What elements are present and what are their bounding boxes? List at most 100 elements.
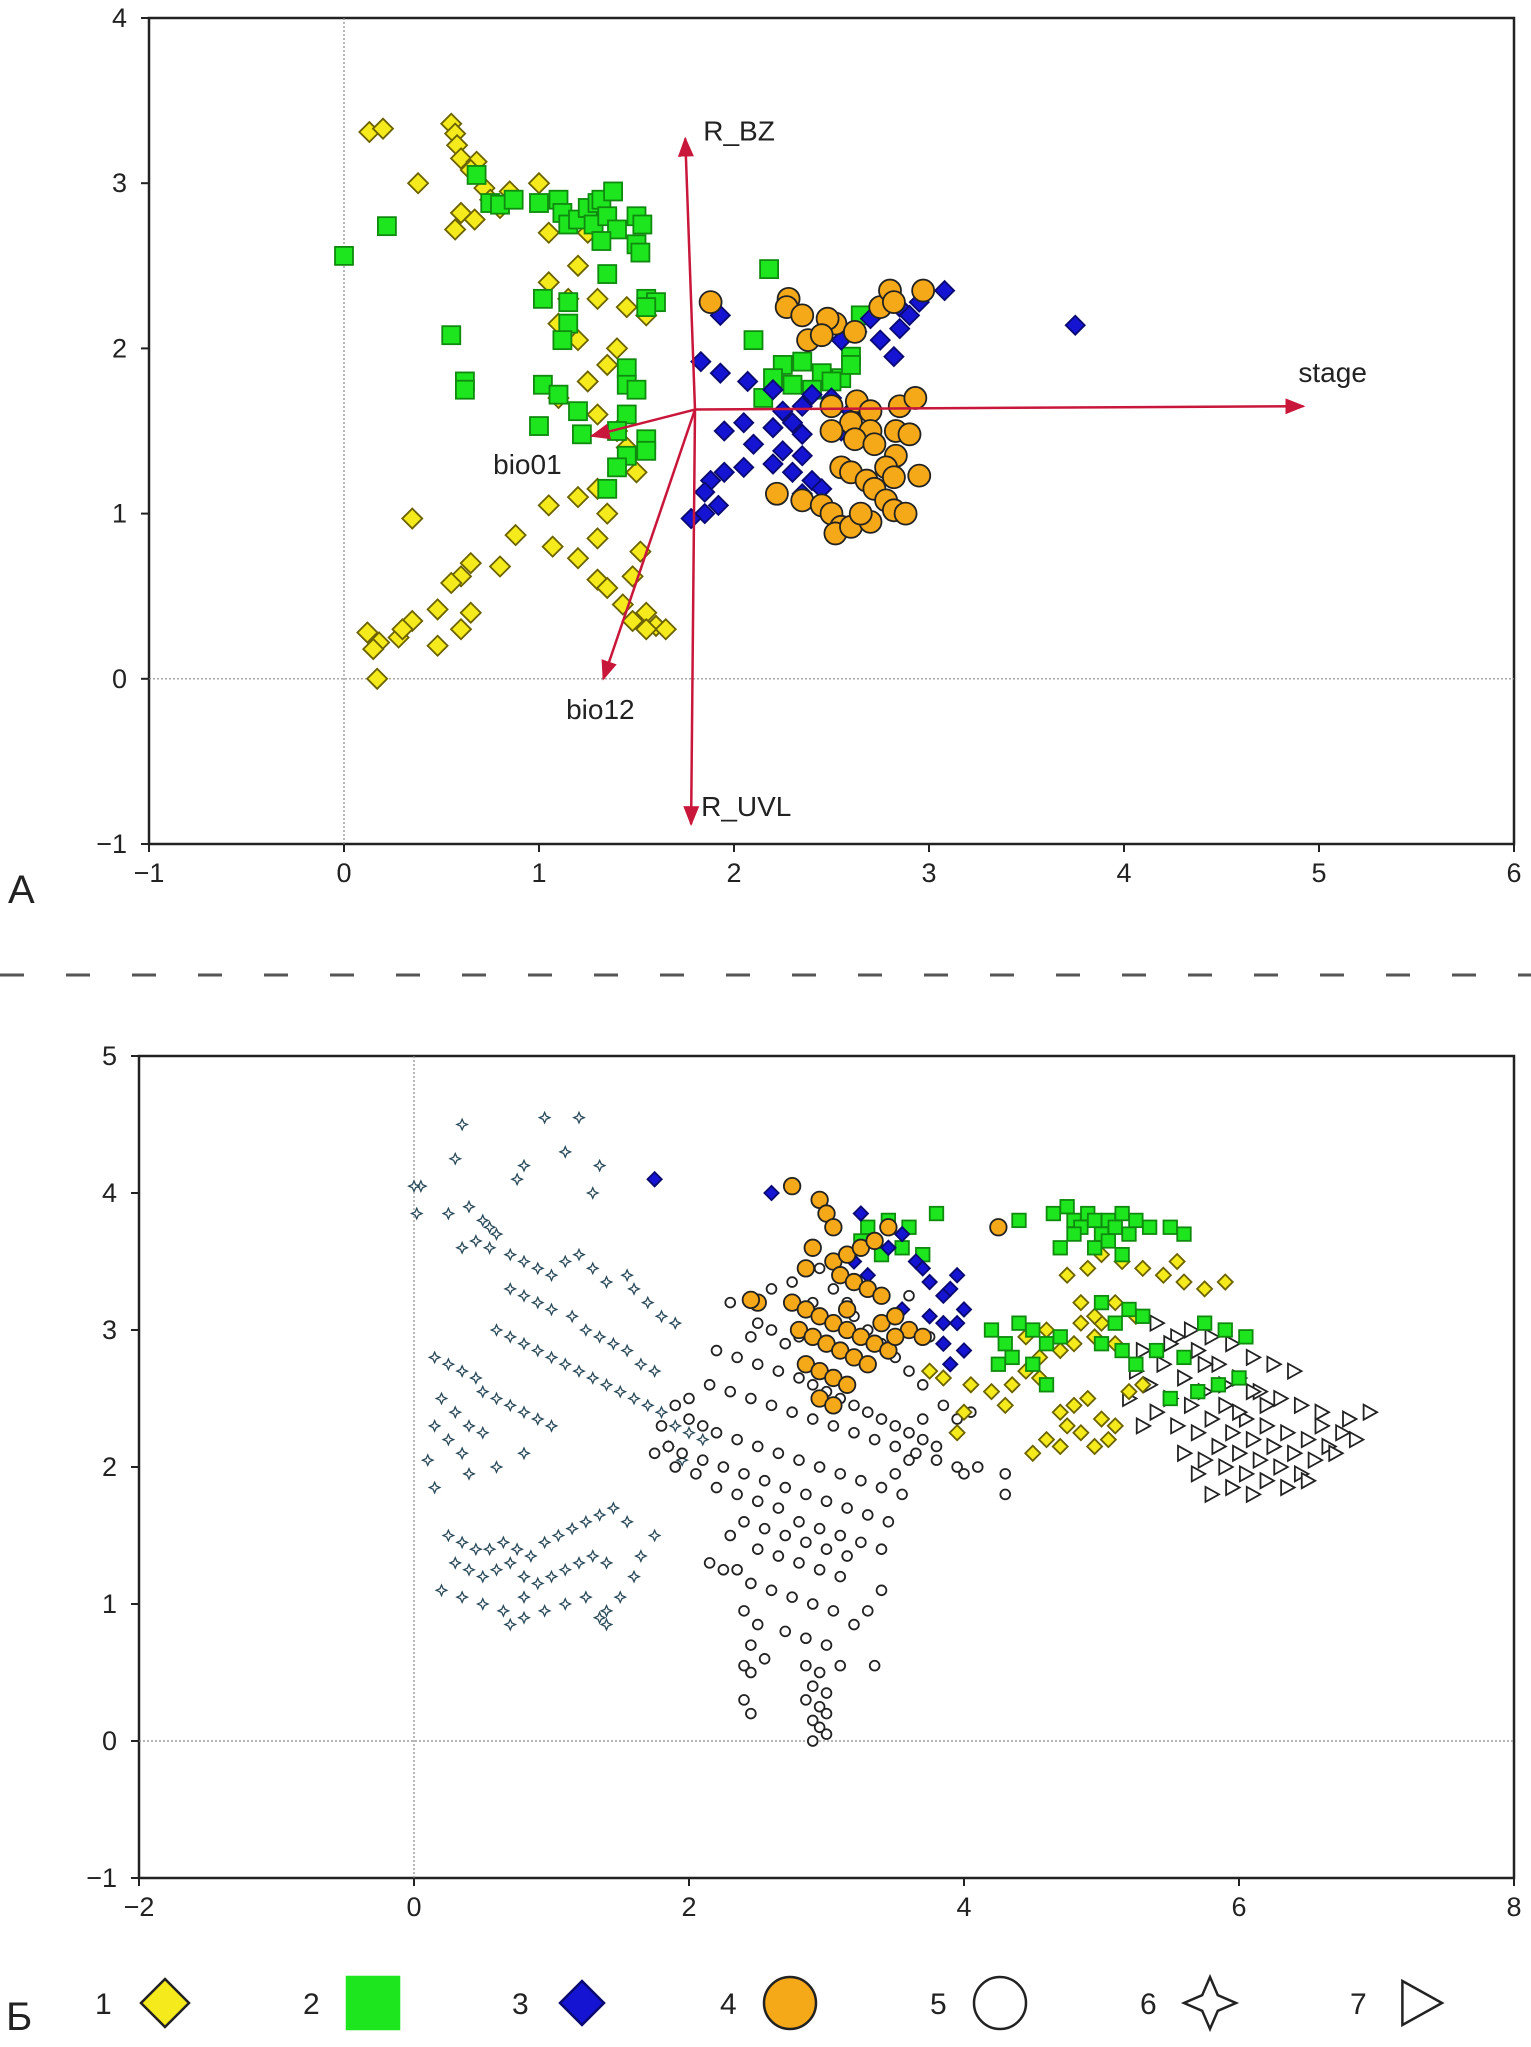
data-point-6	[517, 1336, 531, 1351]
data-point-1	[1072, 1423, 1090, 1442]
data-point-7	[1183, 1320, 1201, 1340]
data-point-1	[1051, 1341, 1070, 1360]
data-point-1	[996, 1396, 1015, 1415]
data-point-5	[855, 1474, 867, 1487]
data-point-5	[800, 1536, 812, 1549]
data-point-5	[669, 1399, 682, 1412]
data-point-6	[455, 1364, 470, 1379]
data-point-1	[615, 295, 639, 319]
data-point-5	[738, 1605, 750, 1617]
data-point-3	[955, 1301, 973, 1318]
data-point-7	[1170, 1416, 1187, 1435]
data-point-5	[800, 1488, 812, 1501]
y-tick-label: 4	[112, 3, 127, 33]
data-point-5	[765, 1584, 778, 1597]
data-point-7	[1259, 1416, 1276, 1435]
data-point-5	[841, 1502, 853, 1514]
data-point-5	[745, 1639, 757, 1651]
data-point-3	[762, 378, 784, 401]
data-point-4	[765, 481, 789, 506]
data-point-6	[606, 1336, 621, 1351]
x-tick-label: 4	[1116, 858, 1131, 888]
data-point-3	[707, 494, 730, 517]
x-tick-label: 0	[406, 1892, 421, 1922]
data-point-2	[1025, 1322, 1041, 1338]
data-point-7	[1280, 1423, 1297, 1442]
data-point-2	[616, 358, 637, 379]
data-point-2	[607, 219, 627, 240]
data-point-5	[834, 1570, 847, 1583]
data-point-4	[865, 1231, 884, 1251]
legend-number: 4	[720, 1988, 737, 2021]
data-point-1	[1023, 1444, 1042, 1463]
vector-r-uvl	[683, 409, 700, 827]
data-point-3	[762, 416, 784, 439]
data-point-3	[801, 383, 823, 406]
data-point-2	[529, 193, 549, 213]
data-point-2	[568, 401, 588, 422]
data-point-6	[537, 1535, 552, 1550]
data-point-5	[703, 1557, 716, 1569]
data-point-1	[541, 535, 564, 558]
data-point-6	[654, 1309, 669, 1324]
data-point-7	[1287, 1362, 1304, 1381]
data-point-1	[566, 254, 590, 278]
data-point-6	[434, 1583, 449, 1598]
data-point-6	[496, 1603, 511, 1618]
data-point-5	[903, 1289, 915, 1302]
data-point-6	[585, 1261, 600, 1276]
data-point-2	[533, 374, 553, 395]
data-point-5	[724, 1385, 737, 1398]
data-point-7	[1300, 1471, 1318, 1490]
data-point-5	[848, 1399, 860, 1412]
data-point-3	[709, 362, 732, 384]
data-point-3	[742, 433, 765, 455]
data-point-6	[578, 1323, 593, 1337]
data-point-1	[621, 609, 644, 633]
legend-number: 5	[930, 1988, 947, 2021]
data-point-7	[1245, 1430, 1263, 1449]
data-point-2	[1176, 1226, 1192, 1242]
data-point-1	[361, 637, 385, 661]
data-point-5	[751, 1317, 764, 1329]
data-point-4	[819, 419, 844, 443]
data-point-1	[566, 546, 590, 570]
series-3-diamond	[646, 1170, 973, 1373]
series-6-star	[407, 1110, 710, 1632]
legend-number: 6	[1140, 1988, 1157, 2021]
data-point-1	[426, 634, 449, 658]
data-point-5	[772, 1502, 785, 1514]
data-point-6	[441, 1432, 456, 1447]
data-point-1	[586, 527, 609, 550]
data-point-7	[1225, 1334, 1242, 1353]
legend-item-5: 5	[930, 1975, 1028, 2031]
data-point-2	[759, 259, 779, 280]
data-point-1	[1065, 1396, 1083, 1415]
x-tick-label: −1	[134, 858, 165, 888]
data-point-6	[695, 1432, 710, 1447]
data-point-5	[820, 1728, 833, 1740]
data-point-3	[771, 440, 794, 462]
data-point-5	[848, 1618, 860, 1631]
data-point-3	[736, 370, 759, 393]
data-point-6	[599, 1617, 614, 1632]
data-point-4	[897, 422, 922, 447]
data-point-7	[1156, 1355, 1173, 1374]
data-point-7	[1190, 1341, 1208, 1360]
data-point-6	[475, 1384, 490, 1399]
data-point-6	[544, 1418, 559, 1433]
data-point-6	[544, 1350, 559, 1365]
data-point-6	[613, 1590, 628, 1605]
data-point-7	[1232, 1403, 1249, 1422]
data-point-5	[903, 1454, 915, 1466]
data-point-5	[930, 1440, 943, 1453]
data-point-5	[820, 1687, 833, 1699]
x-tick-label: 3	[921, 858, 936, 888]
data-point-5	[889, 1468, 902, 1480]
data-point-5	[758, 1474, 771, 1487]
data-point-6	[572, 1364, 586, 1379]
data-point-6	[455, 1590, 470, 1605]
y-tick-label: −1	[96, 829, 127, 859]
data-point-2	[1052, 1240, 1068, 1256]
data-point-7	[1197, 1355, 1214, 1374]
